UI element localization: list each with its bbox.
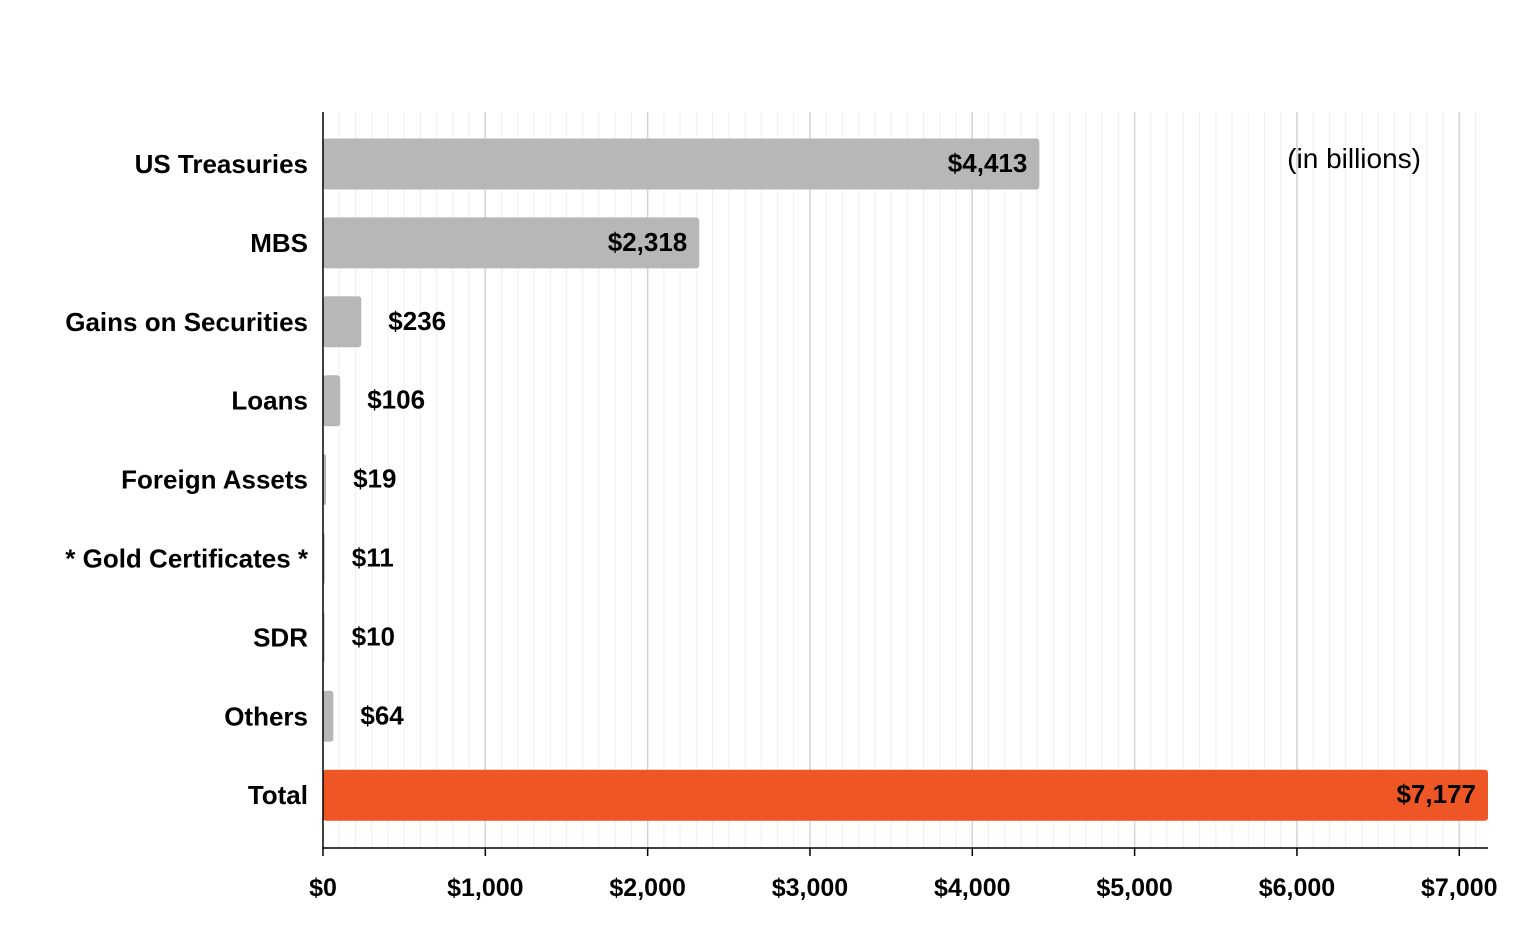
category-label: Gains on Securities [65,307,308,337]
value-label: $236 [388,306,446,336]
bar-total [323,769,1488,821]
x-tick-label: $2,000 [609,874,685,902]
value-label: $10 [352,621,395,651]
bar-loans [323,375,341,427]
category-label: MBS [250,228,308,258]
category-label: Others [224,701,308,731]
x-tick-label: $1,000 [447,874,523,902]
category-label: SDR [253,622,308,652]
category-label: Foreign Assets [121,465,308,495]
x-tick-label: $6,000 [1259,874,1335,902]
category-label: US Treasuries [135,149,308,179]
category-label: * Gold Certificates * [65,544,309,574]
category-label: Loans [231,386,308,416]
bar-foreign-assets [323,454,327,506]
category-label: Total [248,780,308,810]
value-labels: $4,413 $2,318 $236 $106 $19 $11 $10 $64 $7,177 [352,148,1476,809]
value-label: $11 [352,543,394,573]
x-tick-label: $5,000 [1096,874,1172,902]
value-label: $19 [353,464,396,494]
x-tick-label: $0 [309,874,337,902]
value-label: $106 [367,385,425,415]
bar-gains-on-securities [323,296,362,348]
value-label: $4,413 [948,148,1028,178]
x-tick-label: $7,000 [1421,874,1497,902]
category-labels: US Treasuries MBS Gains on Securities Loans… [65,149,309,810]
x-tick-label: $4,000 [934,874,1010,902]
bars [323,138,1488,821]
x-tick-label: $3,000 [772,874,848,902]
axes [322,112,1488,856]
bar-us-treasuries [323,138,1040,190]
x-tick-labels: $0 $1,000 $2,000 $3,000 $4,000 $5,000 $6,000 $7… [309,874,1497,902]
value-label: $64 [360,700,404,730]
bar-mbs [323,217,700,269]
value-label: $2,318 [608,227,688,257]
units-annotation: (in billions) [1287,143,1421,174]
bar-others [323,690,334,742]
value-label: $7,177 [1396,779,1476,809]
